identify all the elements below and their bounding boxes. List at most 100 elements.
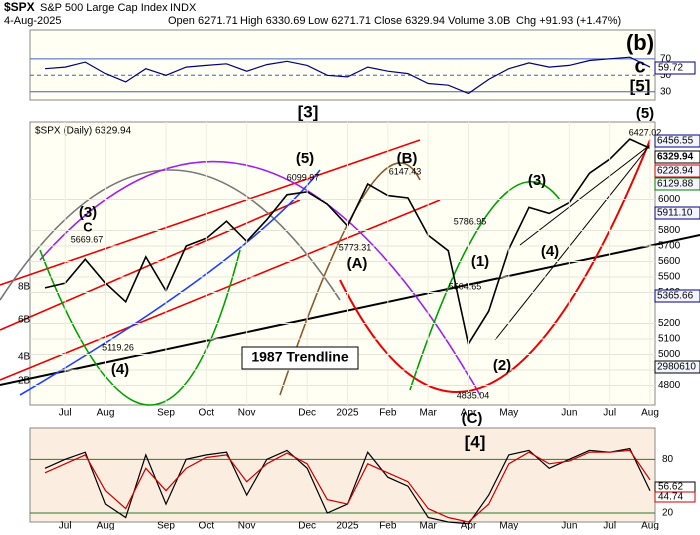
stoch-line	[44, 449, 651, 523]
value-label: 6456.55	[657, 136, 694, 147]
trendline	[0, 234, 700, 386]
x-tick-label: Jun	[561, 521, 577, 530]
value-label: 6129.88	[657, 179, 694, 190]
annotation: 6427.02	[629, 127, 662, 137]
annotation: C	[83, 219, 93, 234]
y-tick-label: 5800	[658, 225, 681, 236]
channel-line	[519, 144, 651, 246]
value-label-box	[654, 134, 700, 148]
annotation: 6099.97	[287, 172, 320, 182]
value-label-box	[654, 491, 696, 503]
arc	[279, 162, 421, 396]
value-label: 6228.94	[657, 166, 694, 177]
rsi-panel	[29, 29, 656, 101]
volume-label: 8B	[18, 282, 31, 293]
x-tick-label: 2025	[336, 521, 359, 530]
arc	[0, 169, 341, 301]
arc	[339, 139, 651, 393]
x-tick-label: Aug	[641, 408, 659, 419]
annotation: (B)	[397, 150, 418, 167]
annotation: 5669.67	[71, 234, 104, 244]
x-tick-label: Jun	[561, 408, 577, 419]
price-legend: $SPX (Daily) 6329.94	[35, 126, 132, 137]
x-tick-label: Oct	[199, 521, 215, 530]
x-tick-label: Aug	[97, 408, 115, 419]
value-label: 5911.10	[657, 208, 693, 219]
y-tick-label: 5200	[658, 318, 681, 329]
annotation: 5786.95	[454, 216, 487, 226]
annotation: (1)	[471, 253, 489, 270]
x-tick-label: Oct	[199, 408, 215, 419]
x-tick-label: Dec	[298, 408, 316, 419]
y-tick-label: 5700	[658, 241, 681, 252]
annotation: 5119.26	[102, 342, 134, 352]
annotation: (A)	[347, 255, 368, 272]
x-tick-label: Mar	[420, 521, 438, 530]
annotation: 5773.31	[339, 242, 372, 252]
x-tick-label: 2025	[336, 408, 359, 419]
y-tick-label: 5500	[658, 272, 681, 283]
annotation: (b)	[626, 30, 654, 55]
annotation: (4)	[541, 243, 559, 260]
arc	[39, 160, 481, 396]
annotation: [5]	[630, 76, 651, 95]
x-tick-label: Apr	[461, 408, 477, 419]
annotation: (3)	[79, 204, 97, 221]
annotation-box	[241, 346, 359, 370]
quote-item: Open 6271.71	[168, 15, 238, 27]
rsi-line	[44, 56, 651, 95]
value-label-box	[654, 164, 700, 178]
stoch-panel	[29, 427, 656, 523]
annotation: (3)	[528, 172, 546, 189]
value-label-box	[654, 289, 700, 303]
x-tick-label: Dec	[298, 521, 316, 530]
x-tick-label: Apr	[461, 521, 477, 530]
y-tick-label: 5100	[658, 334, 681, 345]
index-name: S&P 500 Large Cap Index	[40, 2, 168, 14]
y-tick-label: 4800	[658, 380, 681, 391]
symbol: $SPX	[4, 0, 35, 14]
arc	[19, 169, 321, 396]
stoch-value-label: 44.74	[658, 492, 683, 503]
rsi-tick-label: 50	[660, 70, 672, 81]
x-tick-label: Sep	[157, 408, 175, 419]
annotation: [3]	[298, 102, 319, 121]
value-label-box	[654, 177, 700, 191]
annotation: [4]	[465, 432, 486, 451]
stoch-tick-label: 20	[662, 508, 674, 519]
value-label: 6329.94	[657, 152, 694, 163]
volume-label: 4B	[18, 352, 31, 363]
rsi-value-label: 59.72	[658, 63, 683, 74]
rsi-tick-label: 30	[660, 86, 672, 97]
x-tick-label: May	[499, 408, 518, 419]
quote-item: Chg +91.93 (+1.47%)	[516, 15, 621, 27]
y-tick-label: 5600	[658, 256, 681, 267]
x-tick-label: Jul	[59, 521, 72, 530]
annotation: 6147.43	[389, 166, 422, 176]
channel-line	[494, 144, 651, 341]
annotation: (C)	[462, 410, 483, 427]
value-label-box	[654, 150, 700, 164]
x-tick-label: Aug	[97, 521, 115, 530]
x-tick-label: Feb	[379, 521, 397, 530]
annotation: c	[634, 55, 645, 77]
x-tick-label: Jul	[59, 408, 72, 419]
rsi-tick-label: 70	[660, 53, 672, 64]
channel-line	[0, 139, 421, 286]
x-tick-label: May	[499, 521, 518, 530]
y-tick-label: 5000	[658, 349, 681, 360]
x-tick-label: Feb	[379, 408, 397, 419]
value-label-box	[654, 206, 700, 220]
quote-item: Close 6329.94	[374, 15, 445, 27]
x-tick-label: Nov	[238, 408, 256, 419]
value-label: 5365.66	[657, 291, 694, 302]
annotation: (5)	[296, 150, 314, 167]
x-tick-label: Jul	[603, 408, 616, 419]
x-tick-label: Jul	[603, 521, 616, 530]
arc	[409, 181, 561, 391]
x-tick-label: Sep	[157, 521, 175, 530]
annotation: 4835.04	[457, 390, 490, 400]
date: 4-Aug-2025	[4, 15, 62, 27]
annotation: (2)	[493, 357, 511, 374]
